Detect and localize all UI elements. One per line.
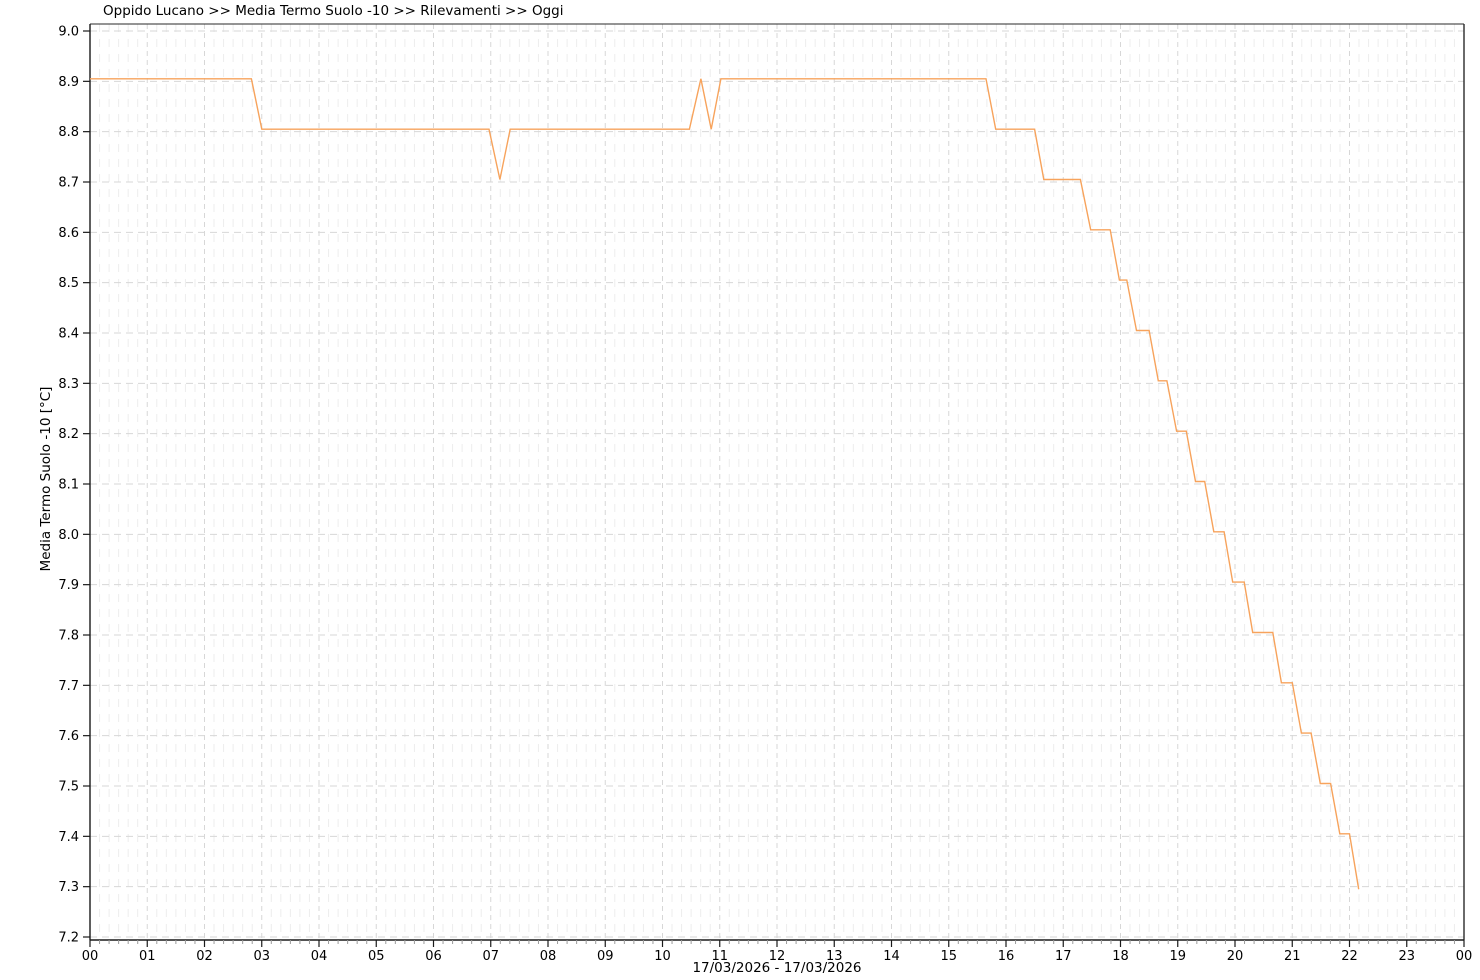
x-tick-label: 20 — [1227, 949, 1244, 964]
y-tick-label: 8.9 — [58, 75, 79, 90]
x-tick-label: 03 — [253, 949, 270, 964]
y-tick-label: 8.2 — [58, 427, 79, 442]
y-tick-label: 8.4 — [58, 327, 79, 342]
x-tick-label: 14 — [883, 949, 900, 964]
x-tick-label: 18 — [1112, 949, 1129, 964]
date-range-label: 17/03/2026 - 17/03/2026 — [692, 960, 862, 976]
y-tick-label: 7.4 — [58, 830, 79, 845]
x-tick-label: 02 — [196, 949, 213, 964]
x-tick-label: 17 — [1055, 949, 1072, 964]
x-tick-label: 16 — [998, 949, 1015, 964]
y-axis-title: Media Termo Suolo -10 [°C] — [38, 386, 54, 572]
y-tick-label: 7.7 — [58, 679, 79, 694]
x-tick-label: 21 — [1284, 949, 1301, 964]
x-tick-label: 04 — [311, 949, 328, 964]
x-tick-label: 10 — [654, 949, 671, 964]
x-tick-label: 07 — [482, 949, 499, 964]
x-tick-label: 11 — [711, 949, 728, 964]
x-tick-label: 00 — [82, 949, 99, 964]
y-tick-label: 8.6 — [58, 226, 79, 241]
y-tick-label: 7.8 — [58, 629, 79, 644]
x-tick-label: 12 — [769, 949, 786, 964]
x-tick-label: 08 — [540, 949, 557, 964]
y-tick-label: 7.3 — [58, 880, 79, 895]
x-tick-label: 15 — [940, 949, 957, 964]
x-tick-label: 01 — [139, 949, 156, 964]
y-tick-label: 9.0 — [58, 25, 79, 40]
x-tick-label: 00 — [1456, 949, 1473, 964]
chart-title: Oppido Lucano >> Media Termo Suolo -10 >… — [103, 3, 564, 19]
x-tick-label: 19 — [1169, 949, 1186, 964]
temperature-series-line — [90, 78, 1360, 890]
y-tick-label: 8.3 — [58, 377, 79, 392]
x-tick-label: 06 — [425, 949, 442, 964]
x-tick-label: 23 — [1398, 949, 1415, 964]
y-tick-label: 7.9 — [58, 578, 79, 593]
y-tick-label: 7.6 — [58, 729, 79, 744]
x-tick-label: 09 — [597, 949, 614, 964]
y-tick-label: 8.5 — [58, 276, 79, 291]
y-tick-label: 8.1 — [58, 478, 79, 493]
y-tick-label: 8.8 — [58, 125, 79, 140]
y-tick-label: 7.2 — [58, 931, 79, 946]
x-tick-label: 22 — [1341, 949, 1358, 964]
y-tick-label: 7.5 — [58, 780, 79, 795]
x-tick-label: 05 — [368, 949, 385, 964]
y-tick-label: 8.7 — [58, 176, 79, 191]
x-tick-label: 13 — [826, 949, 843, 964]
y-tick-label: 8.0 — [58, 528, 79, 543]
